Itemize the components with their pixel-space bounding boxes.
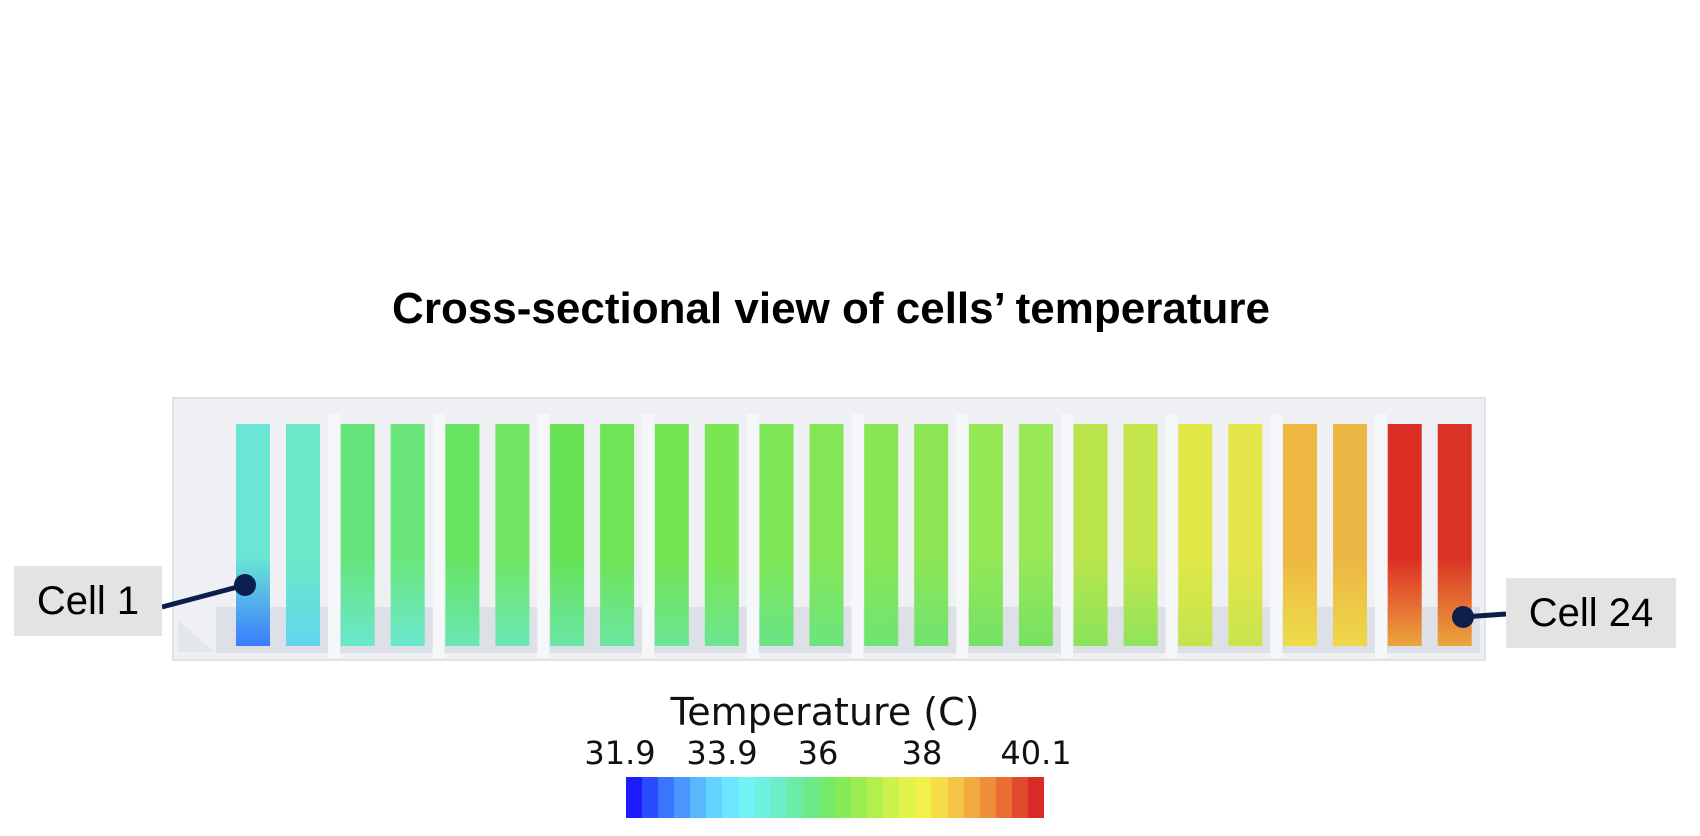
- legend-tick-3: 36: [797, 734, 839, 772]
- colorbar-swatch: [1027, 777, 1045, 818]
- cell-16: [1018, 424, 1053, 646]
- cell-18: [1123, 424, 1158, 646]
- colorbar-swatch: [626, 777, 643, 818]
- temperature-colorbar: [626, 777, 1045, 818]
- diagram-title: Cross-sectional view of cells’ temperatu…: [392, 284, 1270, 333]
- module-divider: [956, 414, 969, 658]
- cell-19: [1178, 424, 1213, 646]
- cell-6: [495, 424, 530, 646]
- cell-2: [286, 424, 320, 646]
- colorbar-swatch: [851, 777, 868, 818]
- module-divider: [1060, 414, 1073, 658]
- colorbar-swatch: [915, 777, 932, 818]
- module-divider: [1270, 414, 1283, 658]
- module-divider: [432, 414, 445, 658]
- colorbar-swatch: [818, 777, 836, 818]
- pack-corner-chamfer: [178, 620, 214, 652]
- colorbar-swatch: [802, 777, 819, 818]
- cell-23: [1387, 424, 1422, 646]
- cell-15: [968, 424, 1003, 646]
- colorbar-swatch: [979, 777, 996, 818]
- cell-3: [340, 424, 375, 646]
- cell-10: [704, 424, 739, 646]
- colorbar-swatch: [995, 777, 1012, 818]
- cell-12: [809, 424, 844, 646]
- module-divider: [1165, 414, 1178, 658]
- colorbar-swatch: [722, 777, 739, 818]
- legend-tick-min: 31.9: [584, 734, 656, 772]
- colorbar-swatch: [899, 777, 916, 818]
- cell-4: [390, 424, 425, 646]
- colorbar-swatch: [931, 777, 948, 818]
- colorbar-swatch: [674, 777, 691, 818]
- cell-13: [864, 424, 899, 646]
- legend-tick-4: 38: [901, 734, 943, 772]
- cell-1-leader-line: [161, 582, 246, 610]
- module-dividers: [328, 414, 1387, 658]
- cell-5: [445, 424, 480, 646]
- cell-24-marker-dot: [1452, 606, 1474, 628]
- cell-24-callout: Cell 24: [1506, 578, 1676, 648]
- module-divider: [537, 414, 550, 658]
- module-divider: [851, 414, 864, 658]
- cell-11: [759, 424, 794, 646]
- module-divider: [746, 414, 759, 658]
- colorbar-swatch: [642, 777, 659, 818]
- module-divider: [1375, 414, 1387, 658]
- colorbar-swatch: [738, 777, 755, 818]
- colorbar-swatch: [963, 777, 980, 818]
- legend-tick-max: 40.1: [1000, 734, 1072, 772]
- cell-21: [1283, 424, 1317, 646]
- colorbar-swatch: [770, 777, 787, 818]
- legend-title: Temperature (C): [670, 690, 980, 734]
- colorbar-swatch: [706, 777, 723, 818]
- colorbar-swatch: [947, 777, 964, 818]
- cell-9: [654, 424, 689, 646]
- cell-1-marker-dot: [234, 574, 256, 596]
- colorbar-swatch: [786, 777, 803, 818]
- cell-array: [236, 424, 1472, 646]
- cell-7: [550, 424, 585, 646]
- cell-1: [236, 424, 270, 646]
- colorbar-swatch: [754, 777, 771, 818]
- colorbar-swatch: [1011, 777, 1028, 818]
- cell-20: [1228, 424, 1263, 646]
- colorbar-swatch: [690, 777, 707, 818]
- cell-17: [1073, 424, 1108, 646]
- legend-tick-2: 33.9: [686, 734, 758, 772]
- cell-1-callout: Cell 1: [14, 566, 162, 636]
- cell-8: [600, 424, 635, 646]
- colorbar-swatch: [883, 777, 900, 818]
- cell-14: [914, 424, 949, 646]
- colorbar-swatch: [658, 777, 675, 818]
- colorbar-swatch: [835, 777, 852, 818]
- pack-base-band: [216, 607, 1480, 653]
- module-divider: [328, 414, 340, 658]
- module-divider: [642, 414, 655, 658]
- cell-22: [1333, 424, 1367, 646]
- colorbar-swatch: [867, 777, 884, 818]
